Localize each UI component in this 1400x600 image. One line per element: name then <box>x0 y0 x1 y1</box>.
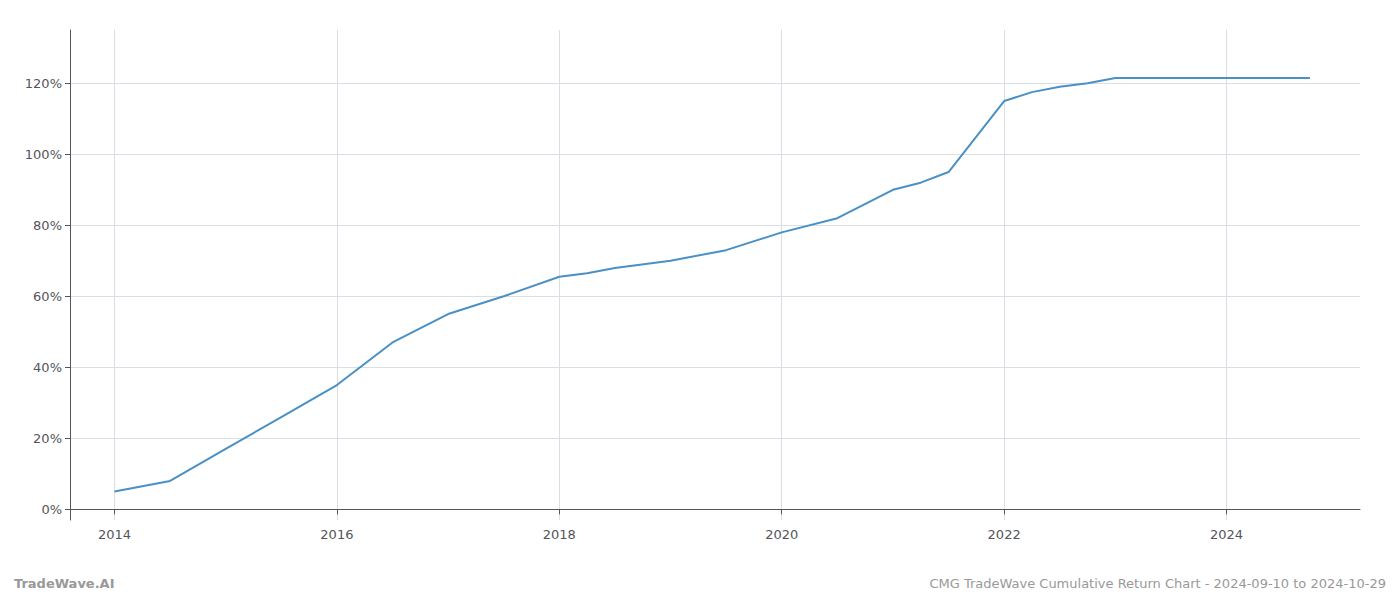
svg-text:80%: 80% <box>33 218 62 233</box>
svg-text:40%: 40% <box>33 360 62 375</box>
svg-text:2024: 2024 <box>1210 527 1243 542</box>
svg-text:2016: 2016 <box>320 527 353 542</box>
svg-text:2014: 2014 <box>98 527 131 542</box>
svg-text:CMG TradeWave Cumulative Retur: CMG TradeWave Cumulative Return Chart - … <box>929 576 1386 591</box>
svg-text:2022: 2022 <box>988 527 1021 542</box>
svg-text:0%: 0% <box>41 502 62 517</box>
svg-text:TradeWave.AI: TradeWave.AI <box>14 576 115 591</box>
svg-text:2020: 2020 <box>765 527 798 542</box>
svg-text:120%: 120% <box>25 76 62 91</box>
svg-text:2018: 2018 <box>543 527 576 542</box>
svg-text:100%: 100% <box>25 147 62 162</box>
svg-text:60%: 60% <box>33 289 62 304</box>
svg-text:20%: 20% <box>33 431 62 446</box>
